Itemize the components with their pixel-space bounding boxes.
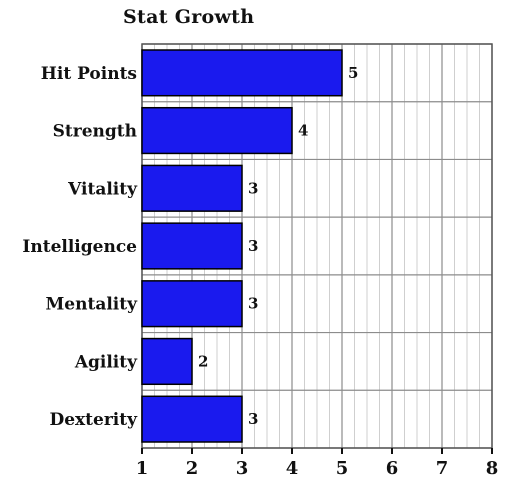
chart-title: Stat Growth [123, 6, 255, 28]
x-tick-label: 5 [336, 458, 349, 479]
x-tick-label: 8 [486, 458, 499, 479]
bar [141, 164, 243, 212]
data-label: 4 [298, 122, 308, 140]
data-label: 3 [248, 295, 258, 313]
category-label: Agility [74, 352, 138, 372]
category-label: Intelligence [22, 237, 137, 257]
bar [141, 395, 243, 443]
bar [141, 49, 343, 97]
data-label: 2 [198, 352, 208, 370]
data-label: 3 [248, 179, 258, 197]
category-label: Hit Points [41, 64, 137, 84]
bar [141, 337, 193, 386]
x-tick-label: 7 [436, 458, 449, 479]
x-tick-label: 2 [186, 458, 199, 479]
x-tick-label: 3 [236, 458, 249, 479]
bar [141, 280, 243, 328]
data-label: 3 [248, 237, 258, 255]
x-tick-label: 6 [386, 458, 399, 479]
x-tick-label: 1 [136, 458, 149, 479]
bar [141, 106, 293, 155]
x-tick-label: 4 [286, 458, 299, 479]
category-label: Dexterity [49, 410, 138, 430]
category-label: Vitality [67, 179, 138, 199]
category-label: Mentality [45, 295, 138, 315]
data-label: 3 [248, 410, 258, 428]
bar [141, 222, 243, 270]
data-label: 5 [348, 64, 358, 82]
category-label: Strength [53, 122, 137, 142]
